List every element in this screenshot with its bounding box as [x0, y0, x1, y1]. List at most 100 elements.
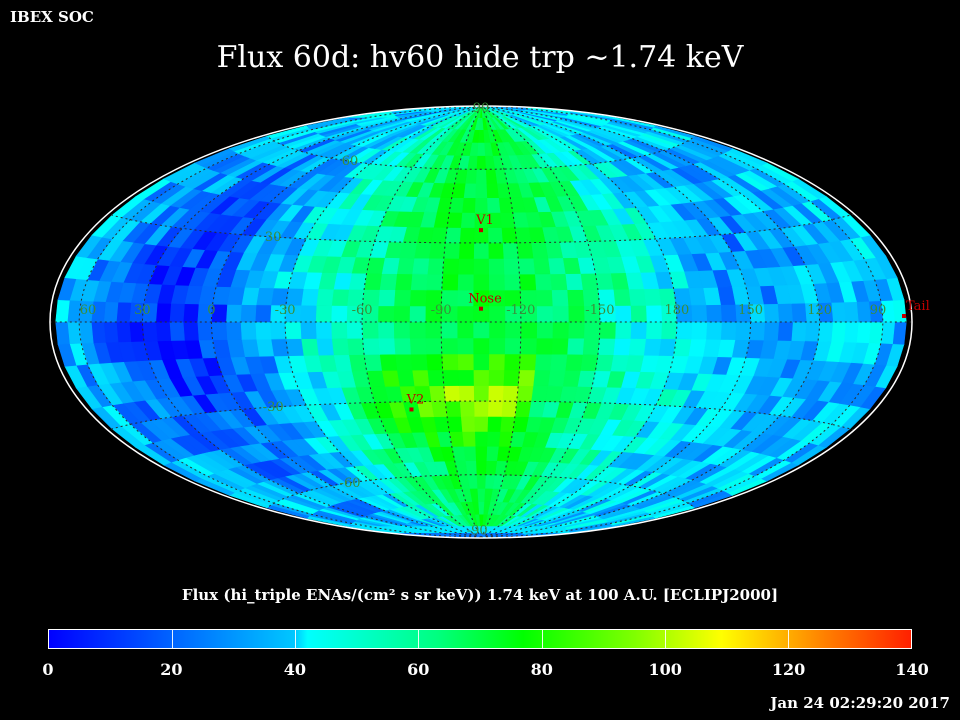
- flux-cell: [346, 321, 363, 339]
- flux-cell: [473, 242, 489, 259]
- flux-cell: [503, 353, 521, 371]
- flux-cell: [843, 321, 859, 343]
- flux-cell: [536, 305, 553, 323]
- flux-cell: [443, 242, 460, 259]
- flux-cell: [240, 304, 257, 323]
- colorbar-tick: [172, 630, 174, 648]
- meridian-line: [480, 106, 678, 538]
- flux-cell: [396, 257, 415, 275]
- flux-cell: [630, 321, 647, 339]
- flux-cell: [475, 460, 487, 476]
- flux-cell: [503, 258, 520, 275]
- flux-cell: [705, 304, 722, 323]
- flux-cell: [270, 338, 289, 357]
- flux-cell: [393, 289, 411, 307]
- flux-cell: [516, 242, 534, 259]
- flux-cell: [442, 258, 459, 275]
- colorbar-tick-label: 0: [42, 660, 54, 679]
- flux-cell: [361, 321, 379, 339]
- flux-cell: [777, 303, 793, 323]
- flux-cell: [428, 242, 446, 259]
- flux-cell: [530, 385, 549, 402]
- flux-cell: [225, 304, 242, 323]
- colorbar-tick-label: 100: [648, 660, 682, 679]
- flux-cell: [155, 302, 172, 323]
- longitude-tick-label: 30: [134, 303, 151, 318]
- flux-cell: [474, 197, 488, 213]
- flux-cell: [330, 305, 348, 323]
- colorbar-tick: [541, 630, 543, 648]
- longitude-labels: 60 30 0 -30 -60 -90 -120 -150 180 150 120 90: [80, 303, 887, 318]
- flux-cell: [628, 338, 647, 356]
- colorbar-tick-label: 80: [530, 660, 553, 679]
- colorbar-tick-label: 40: [283, 660, 306, 679]
- flux-cell: [428, 385, 446, 402]
- flux-cell: [377, 337, 396, 355]
- flux-cell: [612, 338, 631, 356]
- longitude-tick-label: 0: [207, 303, 215, 318]
- marker-dot: [409, 407, 414, 412]
- flux-cell: [472, 321, 490, 339]
- flux-cell: [377, 321, 395, 339]
- flux-cell: [498, 197, 514, 213]
- timestamp: Jan 24 02:29:20 2017: [770, 694, 950, 712]
- flux-cell: [196, 321, 213, 341]
- flux-cell: [315, 288, 334, 306]
- flux-cell: [254, 304, 272, 323]
- flux-cell: [456, 305, 474, 323]
- colorbar-title: Flux (hi_triple ENAs/(cm² s sr keV)) 1.7…: [181, 586, 779, 604]
- latitude-tick-label: 30: [265, 230, 282, 245]
- flux-cell: [393, 305, 410, 323]
- flux-cell: [456, 321, 474, 339]
- flux-cell: [487, 242, 504, 259]
- flux-cell: [687, 338, 707, 357]
- flux-cell: [485, 445, 499, 462]
- flux-cell: [463, 182, 477, 199]
- flux-cell: [804, 321, 820, 342]
- flux-cell: [473, 258, 489, 275]
- flux-cell: [486, 197, 501, 213]
- flux-cell: [444, 227, 461, 244]
- flux-cell: [458, 242, 475, 259]
- flux-cell: [103, 321, 119, 343]
- flux-cell: [459, 400, 475, 417]
- flux-cell: [393, 321, 410, 339]
- colorbar-tick-label: 140: [895, 660, 929, 679]
- flux-cell: [457, 273, 474, 291]
- flux-cell: [530, 242, 549, 259]
- flux-cell: [532, 369, 551, 387]
- flux-cell: [564, 273, 583, 291]
- flux-cell: [516, 385, 534, 402]
- flux-cell: [457, 353, 474, 371]
- flux-cell: [472, 337, 490, 355]
- flux-cell: [535, 289, 553, 307]
- flux-cell: [645, 321, 663, 340]
- flux-cell: [567, 305, 585, 323]
- graticule: [50, 106, 912, 538]
- marker-dot: [479, 306, 483, 311]
- flux-cell: [487, 227, 503, 244]
- flux-cell: [331, 338, 350, 356]
- flux-cell: [425, 337, 443, 355]
- flux-cell: [443, 385, 460, 402]
- flux-cell: [562, 369, 581, 387]
- flux-cell: [520, 321, 538, 339]
- flux-cell: [501, 227, 518, 244]
- flux-cell: [628, 288, 647, 306]
- colorbar-tick: [664, 630, 666, 648]
- flux-cell: [330, 321, 348, 339]
- colorbar-tick: [787, 630, 789, 648]
- flux-cell: [675, 321, 693, 340]
- flux-cell: [363, 354, 382, 372]
- flux-cell: [528, 401, 546, 418]
- flux-cell: [411, 369, 430, 387]
- colorbar-tick-label: 120: [771, 660, 806, 679]
- flux-cell: [517, 257, 536, 275]
- flux-cell: [379, 353, 398, 371]
- flux-cell: [472, 353, 490, 371]
- longitude-tick-label: -90: [431, 303, 452, 318]
- flux-cell: [528, 226, 546, 243]
- flux-cell: [128, 321, 145, 342]
- longitude-tick-label: 120: [807, 303, 832, 318]
- longitude-tick-label: 180: [665, 303, 690, 318]
